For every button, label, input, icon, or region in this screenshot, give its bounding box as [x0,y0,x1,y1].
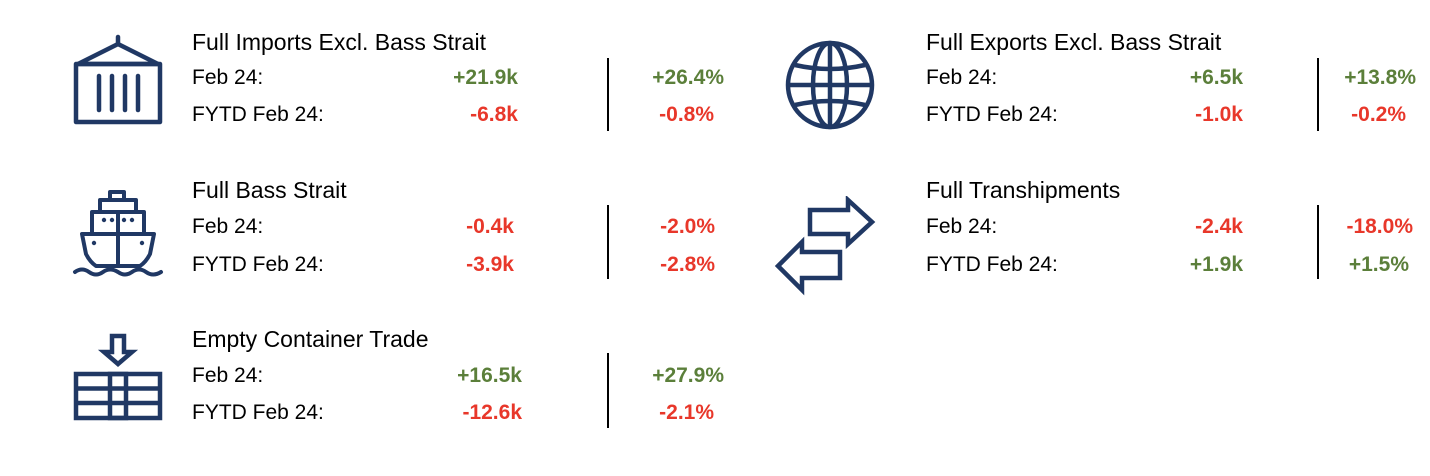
row-percent: +13.8% [1344,66,1416,89]
column-divider [607,58,609,131]
row-label: Feb 24: [192,215,264,238]
row-label: Feb 24: [192,364,264,387]
card-title: Full Transhipments [926,177,1121,203]
row-label: Feb 24: [192,66,264,89]
row-percent: +1.5% [1348,253,1409,276]
row-value: -3.9k [466,253,514,276]
globe-icon [783,38,877,132]
column-divider [1317,58,1319,131]
row-percent: -2.1% [659,401,714,424]
card-title: Full Bass Strait [192,177,347,203]
card-title: Full Exports Excl. Bass Strait [926,29,1222,55]
ship-icon [72,188,164,278]
row-label: FYTD Feb 24: [192,253,324,276]
row-label: Feb 24: [926,215,998,238]
row-percent: +27.9% [652,364,724,387]
shipping-container-icon [72,34,164,128]
row-value: -2.4k [1195,215,1243,238]
row-value: -1.0k [1195,103,1243,126]
card-title: Full Imports Excl. Bass Strait [192,29,486,55]
row-value: +1.9k [1189,253,1243,276]
row-label: FYTD Feb 24: [192,103,324,126]
column-divider [1317,205,1319,279]
row-label: FYTD Feb 24: [926,103,1058,126]
row-percent: -18.0% [1346,215,1413,238]
row-percent: +26.4% [652,66,724,89]
container-stack-icon [72,332,164,424]
row-label: FYTD Feb 24: [926,253,1058,276]
row-value: -12.6k [462,401,522,424]
row-value: +21.9k [453,66,518,89]
column-divider [607,353,609,428]
row-value: +16.5k [457,364,522,387]
row-percent: -2.0% [660,215,715,238]
transfer-arrows-icon [772,196,878,298]
row-label: FYTD Feb 24: [192,401,324,424]
row-label: Feb 24: [926,66,998,89]
row-percent: -0.8% [659,103,714,126]
row-value: -6.8k [470,103,518,126]
row-percent: -2.8% [660,253,715,276]
card-title: Empty Container Trade [192,326,429,352]
row-value: -0.4k [466,215,514,238]
row-value: +6.5k [1189,66,1243,89]
column-divider [607,205,609,279]
row-percent: -0.2% [1351,103,1406,126]
